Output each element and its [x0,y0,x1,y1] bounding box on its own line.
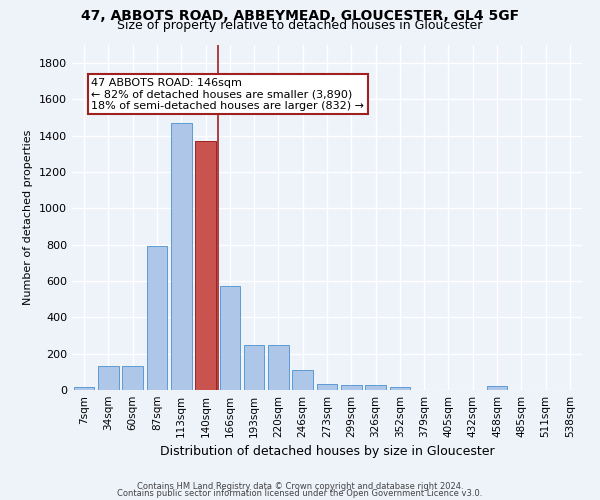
Text: Size of property relative to detached houses in Gloucester: Size of property relative to detached ho… [118,19,482,32]
Text: 47 ABBOTS ROAD: 146sqm
← 82% of detached houses are smaller (3,890)
18% of semi-: 47 ABBOTS ROAD: 146sqm ← 82% of detached… [91,78,364,111]
Bar [268,344,289,390]
Bar [171,123,191,390]
Bar [365,384,386,390]
Bar [146,246,167,390]
Bar [98,366,119,390]
Bar [244,344,265,390]
Bar [487,386,508,390]
Bar [389,386,410,390]
Bar [292,370,313,390]
Y-axis label: Number of detached properties: Number of detached properties [23,130,34,305]
X-axis label: Distribution of detached houses by size in Gloucester: Distribution of detached houses by size … [160,446,494,458]
Bar [341,384,362,390]
Text: 47, ABBOTS ROAD, ABBEYMEAD, GLOUCESTER, GL4 5GF: 47, ABBOTS ROAD, ABBEYMEAD, GLOUCESTER, … [81,9,519,23]
Bar [317,384,337,390]
Text: Contains public sector information licensed under the Open Government Licence v3: Contains public sector information licen… [118,488,482,498]
Bar [195,141,216,390]
Text: Contains HM Land Registry data © Crown copyright and database right 2024.: Contains HM Land Registry data © Crown c… [137,482,463,491]
Bar [122,366,143,390]
Bar [220,286,240,390]
Bar [74,388,94,390]
